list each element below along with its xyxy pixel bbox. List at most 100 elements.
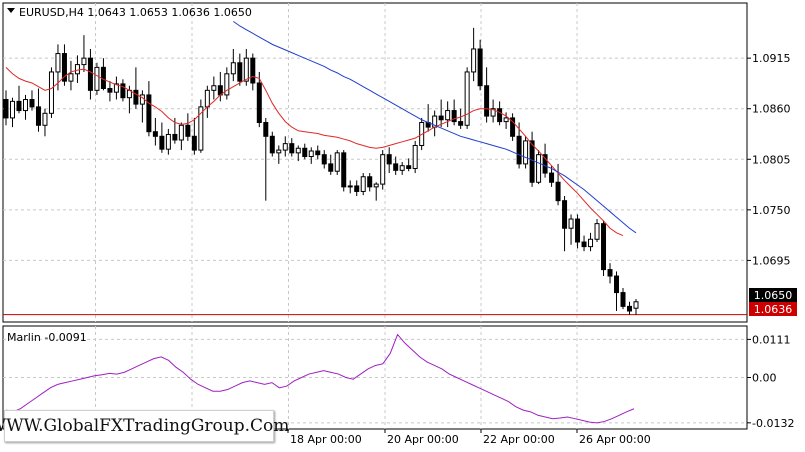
candle-body — [315, 150, 321, 156]
price-tick-label: 1.0750 — [752, 204, 791, 217]
candle-body — [497, 108, 503, 123]
current-price-label: 1.0650 — [754, 289, 793, 302]
candle-body — [523, 140, 529, 165]
indicator-y-axis: 0.0111 0.00 -0.0132 — [747, 333, 794, 430]
candle-body — [549, 172, 555, 183]
marlin-line — [5, 333, 635, 424]
candle-body — [451, 110, 457, 123]
candle-body — [399, 165, 405, 171]
candle-body — [477, 48, 483, 87]
candle-body — [289, 143, 295, 154]
candle-body — [198, 106, 204, 151]
candle-body — [94, 66, 100, 91]
fast-moving-average — [5, 66, 624, 237]
candle-body — [100, 66, 106, 89]
candle-body — [22, 99, 28, 112]
price-line-badge — [749, 302, 797, 316]
candle-body — [152, 131, 158, 137]
candle-body — [250, 57, 256, 84]
indicator-label: Marlin -0.0091 — [7, 331, 87, 344]
candle-body — [471, 48, 477, 73]
candle-body — [224, 73, 230, 96]
candle-body — [503, 117, 509, 123]
candle-body — [393, 163, 399, 171]
price-line-label: 1.0636 — [754, 303, 793, 316]
candle-body — [594, 223, 600, 240]
candle-body — [295, 147, 301, 154]
slow-moving-average — [233, 20, 637, 234]
candle-body — [87, 57, 93, 91]
candle-body — [42, 112, 48, 126]
candle-body — [178, 124, 184, 141]
candle-body — [146, 94, 152, 133]
candle-body — [16, 100, 22, 112]
candle-body — [276, 149, 282, 154]
candle-body — [601, 223, 607, 271]
candle-body — [542, 154, 548, 174]
x-axis: 18 Apr 00:00 20 Apr 00:00 22 Apr 00:00 26 A… — [287, 429, 651, 446]
price-tick-label: 1.0805 — [752, 153, 791, 166]
candle-body — [581, 241, 587, 248]
candles — [3, 27, 639, 315]
candle-body — [269, 135, 275, 154]
candle-body — [81, 57, 87, 66]
candle-body — [575, 218, 581, 243]
candle-body — [588, 238, 594, 248]
candle-body — [373, 183, 379, 188]
candle-body — [29, 99, 35, 108]
candle-body — [55, 53, 61, 73]
x-tick-label: 22 Apr 00:00 — [483, 433, 555, 446]
candle-body — [386, 154, 392, 165]
x-tick-label: 20 Apr 00:00 — [387, 433, 459, 446]
candle-body — [3, 99, 9, 119]
candle-body — [48, 71, 54, 114]
candle-body — [334, 152, 340, 172]
dropdown-triangle-icon[interactable] — [7, 8, 15, 13]
candle-body — [347, 185, 353, 188]
candle-body — [484, 85, 490, 117]
candle-body — [35, 106, 41, 126]
candle-body — [412, 144, 418, 169]
candle-body — [9, 100, 15, 119]
candle-body — [529, 140, 535, 183]
candle-body — [536, 154, 542, 183]
indicator-tick-label: -0.0132 — [752, 417, 794, 430]
candle-body — [380, 154, 386, 185]
candle-body — [321, 154, 327, 165]
candle-body — [445, 110, 451, 121]
price-tick-label: 1.0915 — [752, 52, 791, 65]
price-panel[interactable] — [2, 2, 748, 323]
candle-body — [490, 108, 496, 117]
candle-body — [510, 117, 516, 137]
indicator-tick-label: 0.0111 — [752, 333, 791, 346]
candle-body — [165, 133, 171, 150]
candle-body — [61, 53, 67, 82]
candle-body — [256, 82, 262, 124]
indicator-grid — [3, 326, 747, 429]
candle-body — [74, 64, 80, 75]
candle-body — [438, 115, 444, 121]
candle-body — [191, 135, 197, 151]
price-y-axis: 1.0915 1.0860 1.0805 1.0750 1.0695 — [747, 52, 791, 267]
candle-body — [406, 165, 412, 169]
candle-body — [211, 85, 217, 91]
candle-body — [263, 122, 269, 137]
candle-body — [328, 163, 334, 172]
candle-body — [308, 150, 314, 158]
current-price-badge — [749, 288, 797, 302]
candle-body — [464, 71, 470, 126]
candle-body — [159, 135, 165, 150]
candle-body — [185, 124, 191, 137]
candle-body — [360, 176, 366, 192]
candle-body — [113, 83, 119, 93]
candle-body — [568, 218, 574, 229]
candle-body — [627, 305, 633, 312]
candle-body — [367, 176, 373, 188]
candle-body — [458, 121, 464, 126]
indicator-tick-label: 0.00 — [752, 372, 777, 385]
candle-body — [620, 292, 626, 307]
price-tick-label: 1.0695 — [752, 254, 791, 267]
candle-body — [230, 62, 236, 75]
candle-body — [68, 73, 74, 82]
